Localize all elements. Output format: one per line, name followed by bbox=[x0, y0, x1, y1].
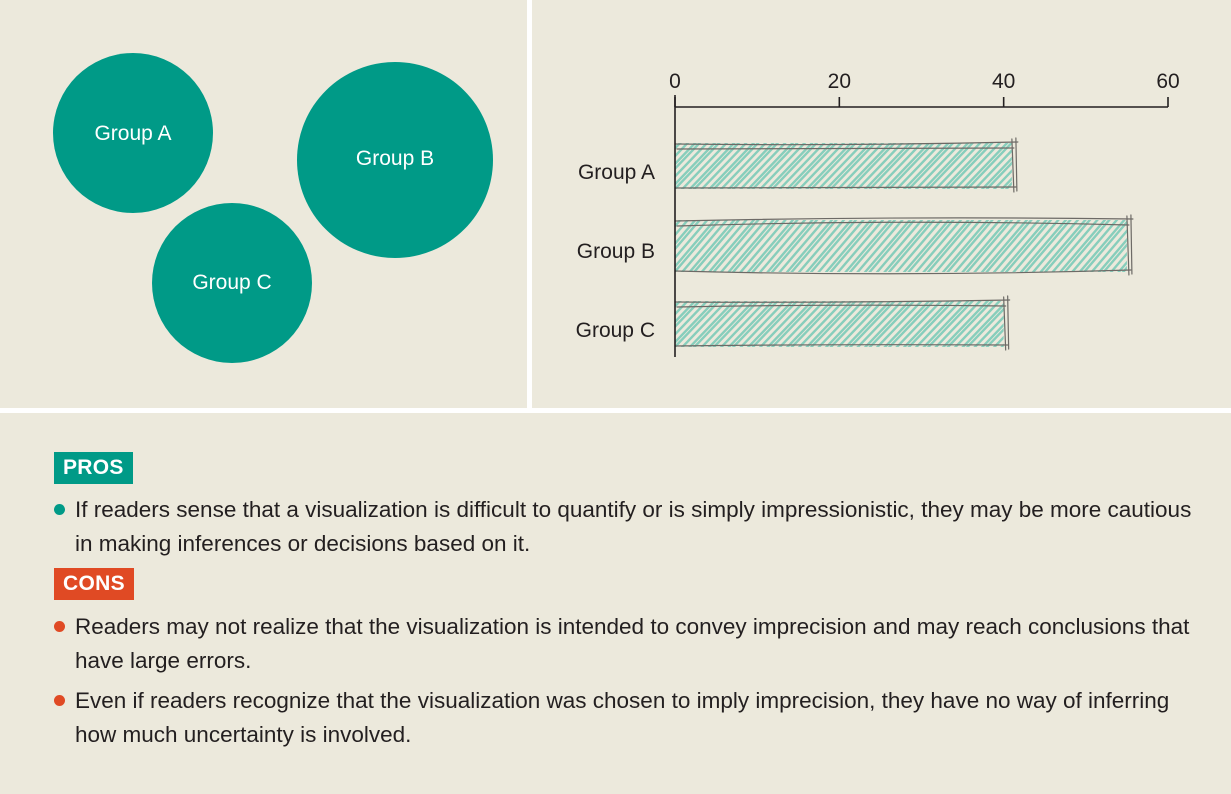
x-tick-label: 0 bbox=[669, 70, 681, 93]
pros-item-text: If readers sense that a visualization is… bbox=[75, 497, 1192, 556]
bubble-label-a: Group A bbox=[94, 122, 171, 145]
cons-tag: CONS bbox=[54, 568, 134, 600]
bar-chart: 0 20 40 60 Group A Group B Group C bbox=[576, 70, 1180, 357]
bubble-a bbox=[53, 53, 213, 213]
x-tick-label: 20 bbox=[828, 70, 851, 93]
pros-tag: PROS bbox=[54, 452, 133, 484]
bar bbox=[674, 295, 1011, 351]
cons-item: Readers may not realize that the visuali… bbox=[54, 610, 1195, 678]
x-ticks: 0 20 40 60 bbox=[669, 70, 1180, 107]
category-label-group-b: Group B bbox=[577, 240, 655, 263]
pros-cons-panel: PROS If readers sense that a visualizati… bbox=[0, 413, 1231, 794]
pros-bullet-dot bbox=[54, 504, 65, 515]
bubble-c bbox=[152, 203, 312, 363]
cons-item-text: Even if readers recognize that the visua… bbox=[75, 688, 1170, 747]
x-tick-label: 60 bbox=[1156, 70, 1179, 93]
bar-hatch bbox=[675, 220, 1127, 272]
bubble-group-a: Group A bbox=[53, 53, 213, 213]
bar-panel: 0 20 40 60 Group A Group B Group C bbox=[532, 0, 1231, 408]
cons-item-text: Readers may not realize that the visuali… bbox=[75, 614, 1190, 673]
cons-bullet-dot bbox=[54, 695, 65, 706]
bar-hatch bbox=[675, 301, 1004, 347]
bar bbox=[674, 214, 1134, 276]
x-tick-label: 40 bbox=[992, 70, 1015, 93]
x-axis bbox=[674, 95, 1168, 357]
pros-item: If readers sense that a visualization is… bbox=[54, 493, 1195, 561]
category-label-group-c: Group C bbox=[576, 319, 655, 342]
bar bbox=[674, 137, 1019, 193]
cons-bullet-dot bbox=[54, 621, 65, 632]
bubble-label-b: Group B bbox=[356, 147, 434, 170]
bubble-chart: Group A Group B Group C bbox=[53, 53, 493, 363]
category-label-group-a: Group A bbox=[578, 161, 655, 184]
bubble-b bbox=[297, 62, 493, 258]
cons-item: Even if readers recognize that the visua… bbox=[54, 684, 1195, 752]
category-labels: Group A Group B Group C bbox=[576, 161, 655, 342]
bubble-group-c: Group C bbox=[152, 203, 312, 363]
bubble-label-c: Group C bbox=[192, 271, 271, 294]
bars-layer bbox=[674, 137, 1134, 351]
bubble-group-b: Group B bbox=[297, 62, 493, 258]
bubble-panel: Group A Group B Group C bbox=[0, 0, 527, 408]
